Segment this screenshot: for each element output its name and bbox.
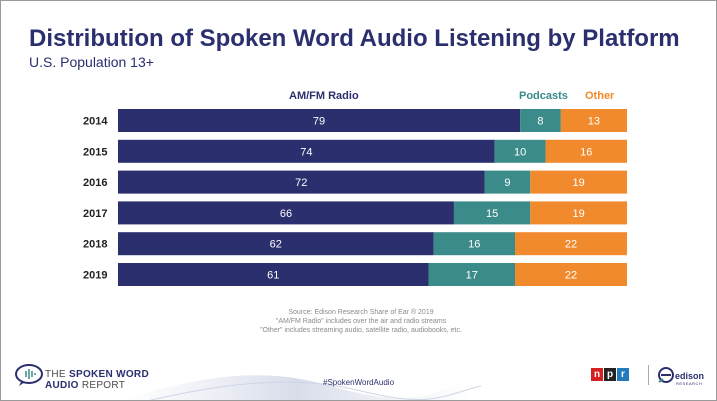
data-label-2015-podcasts: 10 (514, 146, 526, 158)
year-label-2017: 2017 (83, 208, 107, 220)
year-label-2015: 2015 (83, 146, 107, 158)
legend-other: Other (585, 90, 615, 102)
logo-divider (648, 365, 649, 385)
bar-segment-2014-other (560, 109, 627, 132)
bar-segment-2014-podcasts (520, 109, 561, 132)
footer-wave-decoration (121, 375, 482, 400)
source-line: Source: Edison Research Share of Ear ® 2… (288, 309, 434, 316)
edison-logo-text: edison (675, 371, 705, 381)
bar-segment-2017-other (530, 201, 627, 225)
data-label-2016-am-fm-radio: 72 (295, 177, 307, 189)
data-label-2016-other: 19 (573, 177, 585, 189)
data-label-2017-am-fm-radio: 66 (280, 208, 292, 220)
data-label-2014-other: 13 (588, 116, 600, 128)
brand-suffix: REPORT (81, 380, 126, 391)
spoken-word-logo-text: THE SPOKEN WORD AUDIO REPORT (45, 369, 149, 391)
year-label-2019: 2019 (83, 270, 107, 282)
bar-segment-2015-podcasts (494, 139, 546, 163)
brand-bold-1: SPOKEN WORD (69, 369, 149, 380)
source-note: Source: Edison Research Share of Ear ® 2… (246, 308, 476, 335)
bar-segment-2015-other (545, 139, 627, 163)
edison-logo-subtext: RESEARCH (676, 381, 703, 386)
bar-segment-2017-am-fm-radio (118, 201, 454, 225)
npr-letter-p: p (604, 368, 616, 381)
bar-segment-2018-podcasts (433, 232, 516, 256)
bar-segment-2016-podcasts (484, 170, 531, 194)
hashtag: #SpokenWordAudio (323, 378, 395, 387)
data-label-2019-am-fm-radio: 61 (267, 270, 279, 282)
npr-letter-n: n (591, 368, 603, 381)
bar-segment-2019-podcasts (428, 263, 516, 286)
source-line: "Other" includes streaming audio, satell… (260, 327, 462, 334)
bar-segment-2019-other (515, 263, 627, 286)
bar-segment-2017-podcasts (453, 201, 531, 225)
data-label-2018-am-fm-radio: 62 (270, 239, 282, 251)
data-label-2017-other: 19 (573, 208, 585, 220)
legend-podcasts: Podcasts (519, 90, 568, 102)
legend-am-fm-radio: AM/FM Radio (289, 90, 359, 102)
data-label-2017-podcasts: 15 (486, 208, 498, 220)
data-label-2018-podcasts: 16 (468, 239, 480, 251)
data-label-2019-other: 22 (565, 270, 577, 282)
bar-segment-2016-am-fm-radio (118, 170, 485, 194)
bar-segment-2018-other (515, 232, 627, 256)
edison-logo-icon (658, 367, 674, 383)
data-label-2019-podcasts: 17 (466, 270, 478, 282)
brand-bold-2: AUDIO (45, 380, 79, 391)
brand-prefix: THE (45, 369, 66, 380)
chart-title: Distribution of Spoken Word Audio Listen… (29, 25, 680, 52)
year-label-2018: 2018 (83, 239, 107, 251)
year-label-2014: 2014 (83, 116, 108, 128)
stacked-bar-chart: 2014 79 8 13 2015 74 10 16 2016 72 9 19 2017 66 15 19 20… (83, 109, 627, 286)
data-label-2015-other: 16 (580, 146, 592, 158)
year-label-2016: 2016 (83, 177, 107, 189)
chart-subtitle: U.S. Population 13+ (29, 54, 154, 70)
data-label-2018-other: 22 (565, 239, 577, 251)
npr-logo: n p r (591, 368, 630, 381)
data-label-2016-podcasts: 9 (504, 177, 510, 189)
bar-segment-2018-am-fm-radio (118, 232, 434, 256)
data-label-2015-am-fm-radio: 74 (300, 146, 312, 158)
bar-segment-2016-other (530, 170, 627, 194)
data-label-2014-am-fm-radio: 79 (313, 116, 325, 128)
bar-segment-2015-am-fm-radio (118, 139, 495, 163)
bar-segment-2019-am-fm-radio (118, 263, 429, 286)
bar-segment-2014-am-fm-radio (118, 109, 521, 132)
data-label-2014-podcasts: 8 (537, 116, 543, 128)
npr-letter-r: r (617, 368, 629, 381)
spoken-word-logo-icon (15, 364, 43, 386)
source-line: "AM/FM Radio" includes over the air and … (275, 318, 447, 325)
